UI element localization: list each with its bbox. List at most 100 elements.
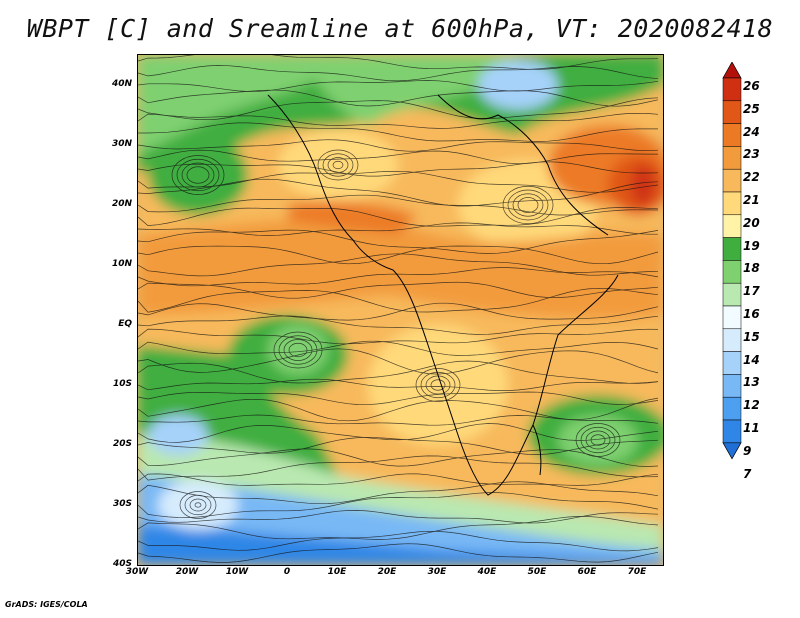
streamline [138, 245, 659, 265]
vortex-streamline [327, 157, 349, 173]
streamline [138, 510, 659, 524]
vortex-streamline [283, 339, 313, 361]
streamline [138, 80, 659, 92]
streamline [138, 530, 659, 552]
streamline [138, 437, 659, 455]
colorbar-swatch [722, 374, 742, 398]
colorbar-level-label: 11 [743, 421, 760, 435]
vortex-streamline [590, 434, 606, 446]
colorbar-swatch [722, 191, 742, 216]
streamline [138, 55, 659, 70]
vortex-streamline [415, 368, 461, 402]
streamline [138, 378, 659, 391]
colorbar [722, 62, 742, 460]
streamline [138, 89, 659, 107]
lon-tick-label: 30E [427, 567, 447, 577]
colorbar-level-label: 17 [743, 284, 760, 299]
colorbar-swatch [722, 100, 742, 124]
vortex-streamline [181, 162, 215, 188]
streamline [138, 287, 659, 313]
streamline [138, 170, 659, 193]
colorbar-swatch [722, 260, 742, 284]
streamline [138, 97, 659, 121]
colorbar-level-label: 14 [743, 352, 760, 367]
lon-tick-label: 40E [477, 567, 497, 577]
streamline [138, 302, 659, 321]
colorbar-level-label: 21 [743, 193, 760, 207]
vortex-streamline [512, 193, 544, 217]
colorbar-level-label: 12 [743, 398, 760, 413]
lon-tick-label: 10E [327, 567, 347, 577]
lon-tick-label: 20E [377, 567, 397, 577]
vortex-streamline [171, 155, 225, 195]
streamline [138, 492, 659, 518]
lon-tick-label: 20W [175, 567, 199, 577]
lat-tick-label: 10N [111, 259, 132, 269]
streamline [138, 161, 659, 177]
vortex-streamline [176, 158, 220, 192]
lon-tick-label: 70E [627, 567, 647, 577]
colorbar-swatch [722, 123, 742, 147]
colorbar-level-label: 9 [743, 443, 752, 458]
colorbar-swatch [722, 214, 742, 238]
lat-tick-label: 20N [111, 199, 132, 209]
lat-tick-label: 30S [112, 499, 132, 509]
colorbar-level-label: 25 [743, 101, 760, 116]
coastlines [267, 94, 619, 496]
map-canvas [138, 55, 663, 565]
streamline [138, 328, 659, 345]
streamline [138, 473, 659, 486]
streamline [138, 222, 658, 236]
lon-tick-label: 50E [527, 567, 547, 577]
streamline [138, 543, 659, 563]
colorbar-level-label: 23 [743, 147, 760, 162]
lon-tick-label: 10W [225, 567, 249, 577]
colorbar-max-arrow [722, 62, 742, 79]
streamline [138, 65, 659, 82]
streamline [138, 194, 659, 216]
vortex-streamline [194, 502, 202, 508]
streamline [138, 391, 659, 406]
colorbar-level-label: 26 [743, 79, 760, 93]
colorbar-level-label: 16 [743, 307, 760, 321]
streamline [138, 340, 659, 356]
streamline [138, 348, 659, 375]
streamline [138, 267, 659, 287]
streamline [138, 253, 659, 277]
vortex-streamline [273, 331, 323, 369]
vortex-streamline [430, 379, 446, 391]
colorbar-swatch [722, 237, 742, 261]
colorbar-swatch [722, 305, 742, 330]
colorbar-swatch [722, 282, 742, 307]
streamline [138, 448, 659, 467]
colorbar-swatch [722, 77, 742, 102]
colorbar-level-label: 7 [743, 466, 752, 481]
vortex-streamline [322, 153, 354, 177]
vortex-streamline [332, 160, 344, 170]
colorbar-level-label: 15 [743, 329, 760, 344]
streamline [138, 360, 659, 384]
vortex-streamline [189, 498, 207, 512]
colorbar-swatch [722, 396, 742, 421]
vortex-streamline [317, 149, 359, 181]
streamline [138, 423, 659, 443]
colorbar-level-label: 20 [743, 215, 760, 230]
streamline [138, 414, 659, 426]
lat-tick-label: 30N [111, 139, 132, 149]
vortex-streamline [502, 185, 554, 225]
vortex-streamline [575, 423, 621, 457]
lon-tick-label: 60E [577, 567, 597, 577]
vortex-streamline [179, 491, 217, 519]
streamline [138, 122, 658, 142]
lat-tick-label: 40S [112, 559, 132, 569]
vortex-streamline [585, 430, 611, 450]
streamline [138, 207, 659, 227]
vortex-streamline [278, 335, 318, 365]
weather-map [137, 54, 664, 566]
lat-tick-label: EQ [118, 319, 132, 329]
vortex-streamline [517, 197, 539, 213]
streamline [138, 149, 658, 165]
colorbar-level-label: 19 [743, 238, 760, 253]
lon-tick-label: 30W [125, 567, 149, 577]
colorbar-level-label: 22 [743, 170, 760, 185]
